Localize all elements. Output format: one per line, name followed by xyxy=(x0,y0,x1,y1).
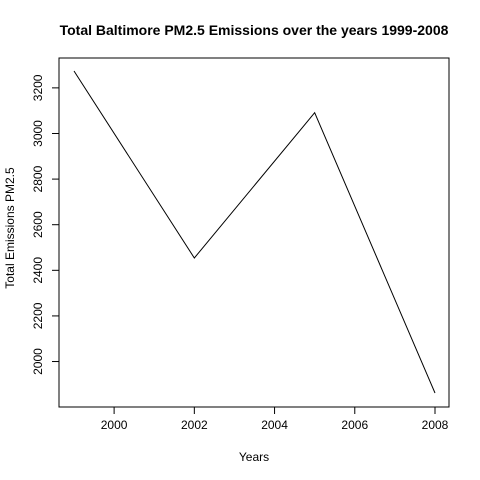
plot-frame xyxy=(58,57,450,408)
x-tick-label: 2006 xyxy=(341,418,368,432)
y-tick-label: 3000 xyxy=(31,120,45,147)
y-axis: 2000 2200 2400 2600 2800 3000 3200 xyxy=(31,74,59,375)
x-axis-label: Years xyxy=(238,450,270,464)
y-tick-label: 2800 xyxy=(31,165,45,192)
y-tick-label: 2400 xyxy=(31,257,45,284)
y-tick-label: 2600 xyxy=(31,211,45,238)
y-tick-label: 2200 xyxy=(31,302,45,329)
x-tick-label: 2008 xyxy=(422,418,449,432)
series-line xyxy=(73,70,436,394)
series-layer xyxy=(73,70,436,394)
x-tick-label: 2004 xyxy=(261,418,288,432)
y-tick-label: 3200 xyxy=(31,74,45,101)
chart-title: Total Baltimore PM2.5 Emissions over the… xyxy=(59,22,449,38)
x-tick-label: 2000 xyxy=(101,418,128,432)
x-tick-label: 2002 xyxy=(181,418,208,432)
y-axis-label: Total Emissions PM2.5 xyxy=(3,167,17,289)
y-tick-label: 2000 xyxy=(31,348,45,375)
x-axis: 2000 2002 2004 2006 2008 xyxy=(101,407,449,432)
